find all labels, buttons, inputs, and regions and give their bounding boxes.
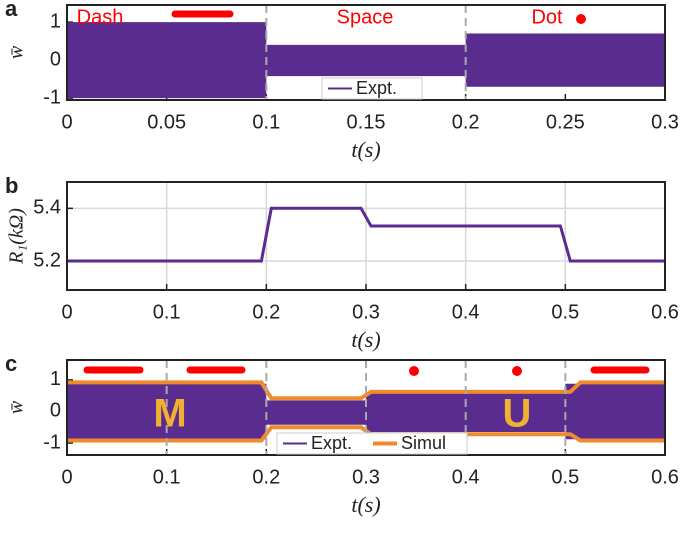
x-tick-label: 0.3: [352, 301, 380, 323]
x-tick-label: 0.05: [147, 111, 186, 133]
dot-marker: [409, 366, 419, 376]
legend-box: [321, 77, 423, 100]
annotation: U: [503, 392, 532, 436]
x-tick-label: 0.6: [651, 301, 679, 323]
dot-marker: [512, 366, 522, 376]
x-tick-label: 0.4: [452, 466, 480, 488]
x-tick-label: 0.3: [651, 111, 679, 133]
panel-label: c: [5, 351, 17, 376]
axes-frame: [66, 359, 666, 456]
x-tick-label: 0.2: [252, 301, 280, 323]
panel: aw̄t(s)0 0.05 0.1 0.15 0.2 0.25 0.3-101 Dash Spa…: [5, 0, 679, 162]
x-axis-label: t(s): [351, 137, 380, 162]
dot-marker: [576, 14, 586, 24]
annotation: Space: [337, 6, 394, 28]
y-tick-label: 1: [50, 368, 61, 390]
signal-band: [67, 22, 665, 99]
y-axis-label: w̄: [6, 45, 28, 59]
x-tick-label: 0.1: [153, 466, 181, 488]
signal-band: [67, 383, 665, 440]
y-tick-label: -1: [43, 86, 61, 108]
x-tick-label: 0.3: [352, 466, 380, 488]
y-tick-label: 5.4: [33, 197, 61, 219]
legend-label: Expt.: [356, 78, 397, 98]
legend-label: Expt.: [311, 433, 352, 453]
x-tick-label: 0.15: [347, 111, 386, 133]
x-tick-label: 0: [61, 466, 72, 488]
simul-line: [67, 380, 665, 401]
legend-box: [276, 432, 468, 455]
x-tick-label: 0: [61, 301, 72, 323]
x-tick-label: 0.2: [252, 466, 280, 488]
x-tick-label: 0.4: [452, 301, 480, 323]
x-tick-label: 0.25: [546, 111, 585, 133]
y-tick-label: 5.2: [33, 249, 61, 271]
y-tick-label: -1: [43, 431, 61, 453]
x-tick-label: 0.1: [252, 111, 280, 133]
x-axis-label: t(s): [351, 492, 380, 517]
line: [67, 206, 665, 263]
axes-frame: [66, 181, 666, 291]
legend-label: Simul: [401, 433, 446, 453]
panel: b R₁(kΩ) t(s) 0 0.1 0.2 0.3 0.4 0.5 0.6 5.2 5.4: [5, 173, 679, 352]
annotation: Dash: [77, 6, 124, 28]
y-axis-label: R₁(kΩ): [6, 208, 28, 265]
x-tick-label: 0.6: [651, 466, 679, 488]
y-tick-label: 1: [50, 10, 61, 32]
y-tick-label: 0: [50, 400, 61, 422]
annotation: M: [153, 392, 186, 436]
x-tick-label: 0.2: [452, 111, 480, 133]
annotation: Dot: [531, 6, 563, 28]
x-tick-label: 0.5: [551, 466, 579, 488]
panel-label: b: [5, 173, 18, 198]
panel-label: a: [5, 0, 18, 21]
y-tick-label: 0: [50, 48, 61, 70]
axes-frame: [66, 4, 666, 101]
x-tick-label: 0: [61, 111, 72, 133]
y-axis-label: w̄: [6, 400, 28, 414]
x-tick-label: 0.5: [551, 301, 579, 323]
x-tick-label: 0.1: [153, 301, 181, 323]
decor: [83, 10, 650, 376]
x-axis-label: t(s): [351, 327, 380, 352]
